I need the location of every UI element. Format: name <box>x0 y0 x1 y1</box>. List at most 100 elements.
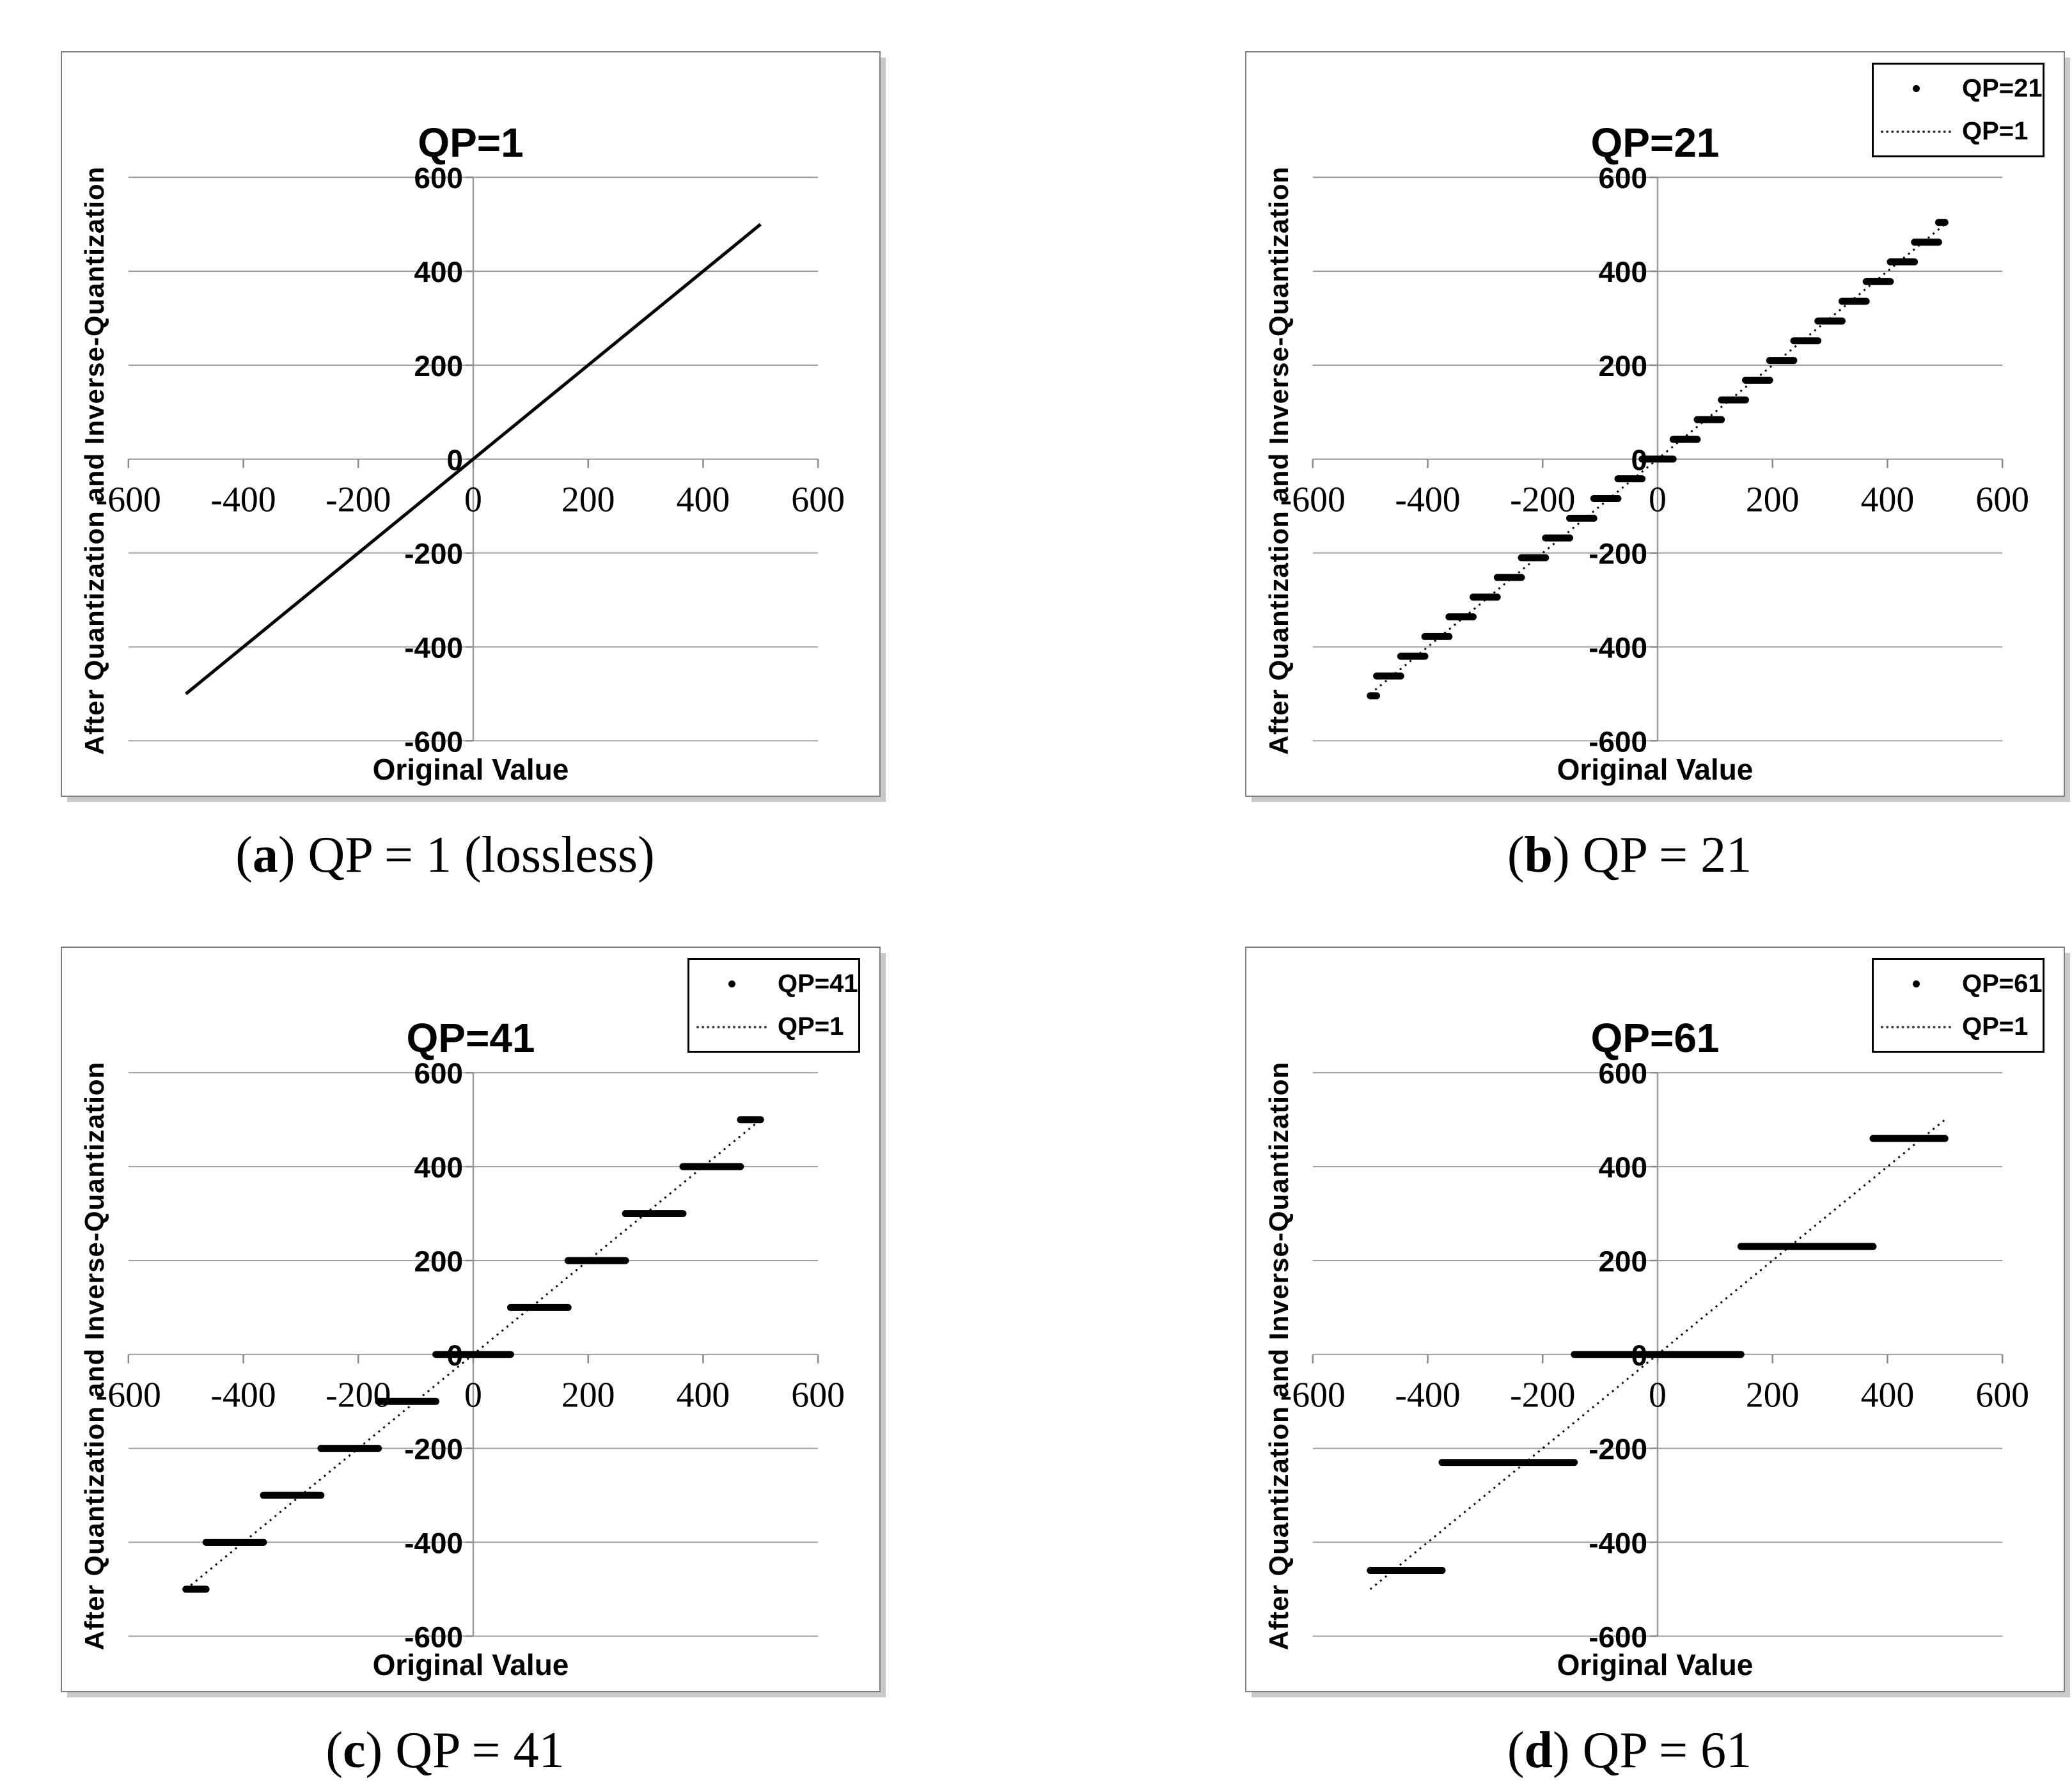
svg-text:-200: -200 <box>1589 538 1647 570</box>
svg-text:-400: -400 <box>404 1527 463 1559</box>
svg-text:-200: -200 <box>326 1376 391 1415</box>
chart-canvas-d: -600 -400 -200 0 200 400 6006004002000-200-400… <box>1280 1057 2029 1653</box>
svg-text:-600: -600 <box>404 725 463 758</box>
svg-text:200: 200 <box>1746 1376 1800 1415</box>
svg-text:200: 200 <box>414 1245 463 1278</box>
legend-c: QP=41 QP=1 <box>687 958 860 1053</box>
y-axis-label-a: After Quantization and Inverse-Quantizat… <box>79 166 109 755</box>
chart-title-b: QP=21 <box>1590 120 1720 166</box>
svg-text:600: 600 <box>414 162 463 194</box>
svg-text:-600: -600 <box>96 1376 161 1415</box>
svg-text:-200: -200 <box>404 1433 463 1466</box>
dot-marker-icon <box>689 980 774 987</box>
svg-text:-400: -400 <box>1589 631 1647 664</box>
y-axis-label-d: After Quantization and Inverse-Quantizat… <box>1264 1061 1294 1651</box>
svg-text:-400: -400 <box>404 631 463 664</box>
svg-text:-400: -400 <box>210 480 276 520</box>
x-axis-label-a: Original Value <box>372 753 569 786</box>
svg-text:400: 400 <box>414 256 463 288</box>
svg-text:600: 600 <box>791 1376 845 1415</box>
chart-canvas-b: -600 -400 -200 0 200 400 6006004002000-200-400… <box>1280 162 2029 758</box>
svg-text:200: 200 <box>1599 350 1647 382</box>
svg-text:600: 600 <box>1975 480 2029 520</box>
legend-entry: QP=1 <box>689 1008 858 1046</box>
chart-panel-a: -600 -400 -200 0 200 400 600 600 400 200 0 -200 -400… <box>61 51 881 797</box>
svg-text:400: 400 <box>1599 1151 1647 1184</box>
svg-text:600: 600 <box>791 480 845 520</box>
x-axis-label-c: Original Value <box>372 1648 569 1681</box>
caption-b: (b) QP = 21 <box>1507 827 1752 883</box>
legend-label: QP=21 <box>1962 74 2043 102</box>
legend-entry: QP=61 <box>1874 964 2043 1003</box>
chart-canvas-a: -600 -400 -200 0 200 400 6006004002000-200-400… <box>96 162 845 758</box>
caption-a: (a) QP = 1 (lossless) <box>235 827 655 883</box>
svg-text:600: 600 <box>1599 1057 1647 1090</box>
svg-text:-200: -200 <box>404 538 463 570</box>
svg-text:200: 200 <box>561 480 615 520</box>
svg-text:-400: -400 <box>210 1376 276 1415</box>
svg-text:-400: -400 <box>1589 1527 1647 1559</box>
svg-text:-200: -200 <box>1510 480 1575 520</box>
chart-title-d: QP=61 <box>1590 1015 1720 1061</box>
dotted-line-marker-icon <box>1874 130 1958 133</box>
svg-text:0: 0 <box>1631 1339 1647 1372</box>
dotted-line-marker-icon <box>689 1025 774 1028</box>
legend-entry: QP=1 <box>1874 1008 2043 1046</box>
chart-canvas-c: -600 -400 -200 0 200 400 6006004002000-200-400… <box>96 1057 845 1653</box>
svg-text:0: 0 <box>447 1339 463 1372</box>
chart-title-c: QP=41 <box>406 1015 535 1061</box>
chart-panel-c: -600 -400 -200 0 200 400 600 600 400 200 0 -200 -400… <box>61 947 881 1692</box>
legend-b: QP=21 QP=1 <box>1872 63 2045 157</box>
legend-label: QP=61 <box>1962 969 2043 998</box>
svg-text:400: 400 <box>1861 1376 1915 1415</box>
svg-text:-600: -600 <box>96 480 161 520</box>
x-axis-label-d: Original Value <box>1557 1648 1754 1681</box>
dot-marker-icon <box>1874 84 1958 92</box>
svg-text:-200: -200 <box>1510 1376 1575 1415</box>
svg-text:-600: -600 <box>1280 480 1346 520</box>
svg-text:600: 600 <box>1599 162 1647 194</box>
chart-panel-b: -600 -400 -200 0 200 400 600 600 400 200 0 -200 -400… <box>1245 51 2065 797</box>
caption-d: (d) QP = 61 <box>1507 1722 1752 1779</box>
svg-text:-600: -600 <box>1589 725 1647 758</box>
svg-text:-600: -600 <box>404 1621 463 1653</box>
svg-text:0: 0 <box>1649 480 1667 520</box>
svg-text:-200: -200 <box>1589 1433 1647 1466</box>
legend-entry: QP=1 <box>1874 113 2043 151</box>
svg-text:200: 200 <box>414 350 463 382</box>
svg-text:400: 400 <box>677 1376 730 1415</box>
svg-text:-200: -200 <box>326 480 391 520</box>
svg-text:0: 0 <box>464 1376 482 1415</box>
dot-marker-icon <box>1874 980 1958 987</box>
chart-panel-d: -600 -400 -200 0 200 400 600 600 400 200 0 -200 -400… <box>1245 947 2065 1692</box>
svg-text:-600: -600 <box>1589 1621 1647 1653</box>
svg-text:400: 400 <box>1861 480 1915 520</box>
svg-text:600: 600 <box>1975 1376 2029 1415</box>
legend-label: QP=1 <box>1962 117 2029 146</box>
svg-text:400: 400 <box>414 1151 463 1184</box>
chart-title-a: QP=1 <box>418 120 524 166</box>
legend-d: QP=61 QP=1 <box>1872 958 2045 1053</box>
legend-label: QP=41 <box>778 969 858 998</box>
legend-label: QP=1 <box>1962 1012 2029 1041</box>
svg-text:400: 400 <box>677 480 730 520</box>
svg-text:200: 200 <box>561 1376 615 1415</box>
svg-text:-600: -600 <box>1280 1376 1346 1415</box>
legend-entry: QP=21 <box>1874 69 2043 107</box>
x-axis-label-b: Original Value <box>1557 753 1754 786</box>
svg-text:0: 0 <box>464 480 482 520</box>
svg-text:-400: -400 <box>1395 1376 1460 1415</box>
dotted-line-marker-icon <box>1874 1025 1958 1028</box>
y-axis-label-c: After Quantization and Inverse-Quantizat… <box>79 1061 109 1651</box>
svg-text:200: 200 <box>1746 480 1800 520</box>
svg-text:200: 200 <box>1599 1245 1647 1278</box>
svg-text:-400: -400 <box>1395 480 1460 520</box>
svg-text:0: 0 <box>1631 444 1647 476</box>
legend-entry: QP=41 <box>689 964 858 1003</box>
svg-text:0: 0 <box>1649 1376 1667 1415</box>
y-axis-label-b: After Quantization and Inverse-Quantizat… <box>1264 166 1294 755</box>
svg-text:0: 0 <box>447 444 463 476</box>
svg-text:600: 600 <box>414 1057 463 1090</box>
svg-text:400: 400 <box>1599 256 1647 288</box>
legend-label: QP=1 <box>778 1012 844 1041</box>
